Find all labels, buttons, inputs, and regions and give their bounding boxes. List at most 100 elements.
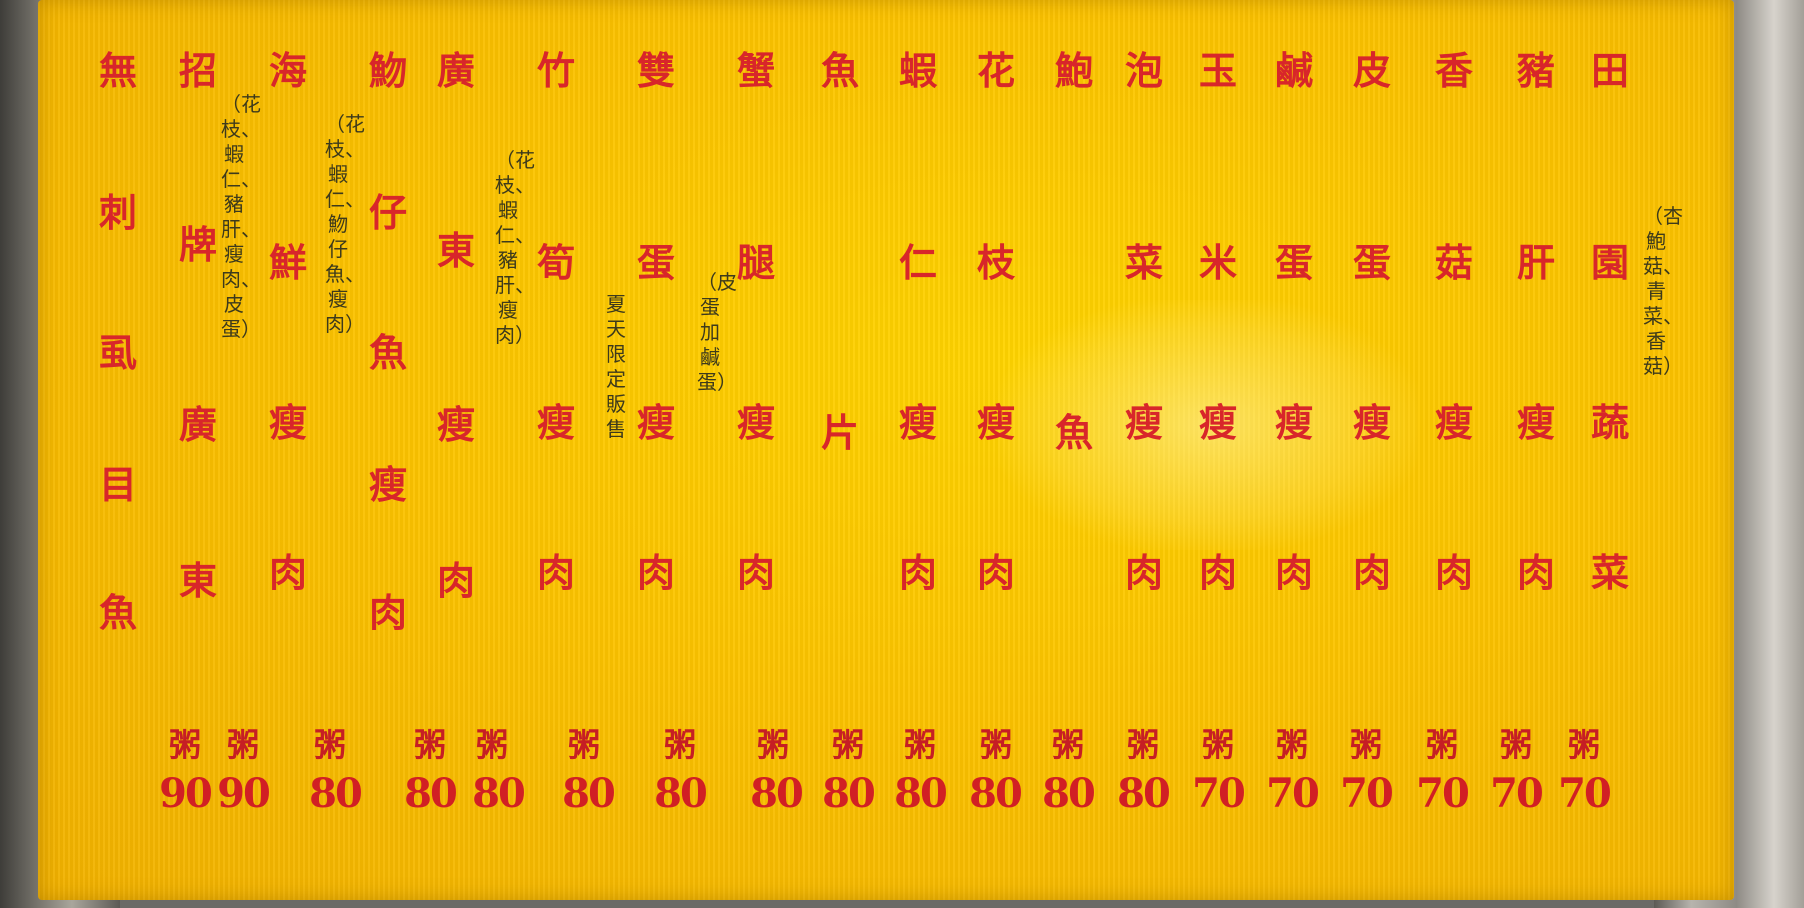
menu-item-congee: 粥 [1201, 726, 1234, 764]
menu-item-name-char: 刺 [98, 190, 137, 235]
menu-item-name-char: 肉 [898, 550, 937, 595]
menu-item-price: 90 [217, 770, 271, 817]
menu-item-name-char: 肉 [1124, 550, 1163, 595]
menu-item-name-char: 蔬 [1590, 400, 1629, 445]
menu-item-name-char: 瘦 [368, 462, 407, 507]
menu-item-congee: 粥 [226, 726, 259, 764]
menu-item-congee: 粥 [1275, 726, 1308, 764]
menu-item-name-char: 蟹 [736, 48, 775, 93]
menu-item-price: 80 [822, 770, 876, 817]
menu-item-name-char: 瘦 [976, 400, 1015, 445]
menu-item-name-char: 田 [1590, 48, 1629, 93]
menu-item-congee: 粥 [1051, 726, 1084, 764]
menu-item-name-char: 肉 [976, 550, 1015, 595]
menu-item-price: 80 [562, 770, 616, 817]
menu-board [38, 0, 1734, 900]
menu-item-name-char: 肉 [1352, 550, 1391, 595]
menu-item-price: 80 [750, 770, 804, 817]
menu-item-price: 70 [1416, 770, 1470, 817]
menu-item-name-char: 肉 [268, 550, 307, 595]
menu-item-note: （花枝、蝦仁、魩仔魚、瘦肉） [325, 112, 365, 336]
menu-item-name-char: 瘦 [436, 402, 475, 447]
menu-item-name-char: 肉 [368, 590, 407, 635]
menu-item-name-char: 花 [976, 48, 1015, 93]
menu-item-price: 80 [309, 770, 363, 817]
menu-item-congee: 粥 [1499, 726, 1532, 764]
menu-item-congee: 粥 [756, 726, 789, 764]
menu-item-price: 80 [894, 770, 948, 817]
menu-item-note: 夏天限定販售 [606, 292, 626, 441]
menu-item-name-char: 蝦 [898, 48, 937, 93]
menu-item-price: 70 [1558, 770, 1612, 817]
menu-item-name-char: 鹹 [1274, 48, 1313, 93]
menu-item-name-char: 菜 [1124, 240, 1163, 285]
menu-item-congee: 粥 [1425, 726, 1458, 764]
menu-item-name-char: 雙 [636, 48, 675, 93]
menu-item-name-char: 肉 [1198, 550, 1237, 595]
menu-item-price: 80 [404, 770, 458, 817]
menu-item-congee: 粥 [475, 726, 508, 764]
menu-item-name-char: 瘦 [736, 400, 775, 445]
menu-item-name-char: 米 [1198, 240, 1237, 285]
menu-item-name-char: 蛋 [1274, 240, 1313, 285]
menu-item-note: （花枝、蝦仁、豬肝、瘦肉） [495, 148, 535, 347]
menu-item-congee: 粥 [831, 726, 864, 764]
menu-item-name-char: 皮 [1352, 48, 1391, 93]
menu-item-name-char: 肝 [1516, 240, 1555, 285]
menu-item-name-char: 瘦 [268, 400, 307, 445]
menu-item-name-char: 肉 [1516, 550, 1555, 595]
menu-item-name-char: 蛋 [636, 240, 675, 285]
menu-item-name-char: 香 [1434, 48, 1473, 93]
menu-item-name-char: 肉 [736, 550, 775, 595]
menu-item-name-char: 豬 [1516, 48, 1555, 93]
menu-item-name-char: 瘦 [1124, 400, 1163, 445]
menu-item-note: （皮蛋加鹹蛋） [697, 270, 737, 394]
menu-item-name-char: 招 [178, 48, 217, 93]
menu-item-name-char: 園 [1590, 240, 1629, 285]
menu-item-name-char: 魚 [820, 48, 859, 93]
menu-item-note: （花枝、蝦仁、豬肝、瘦肉、皮蛋） [221, 92, 261, 341]
menu-item-name-char: 菜 [1590, 550, 1629, 595]
menu-item-name-char: 仁 [898, 240, 937, 285]
menu-item-name-char: 仔 [368, 190, 407, 235]
menu-item-name-char: 無 [98, 48, 137, 93]
menu-item-name-char: 瘦 [1198, 400, 1237, 445]
light-glare [998, 300, 1418, 550]
menu-item-name-char: 竹 [536, 48, 575, 93]
menu-item-name-char: 肉 [636, 550, 675, 595]
menu-item-congee: 粥 [979, 726, 1012, 764]
menu-item-price: 70 [1490, 770, 1544, 817]
menu-item-name-char: 廣 [436, 48, 475, 93]
menu-item-congee: 粥 [903, 726, 936, 764]
menu-item-name-char: 枝 [976, 240, 1015, 285]
menu-item-name-char: 瘦 [636, 400, 675, 445]
menu-item-price: 90 [159, 770, 213, 817]
menu-item-price: 70 [1192, 770, 1246, 817]
menu-item-name-char: 魚 [368, 330, 407, 375]
menu-item-name-char: 海 [268, 48, 307, 93]
menu-item-congee: 粥 [313, 726, 346, 764]
menu-item-name-char: 牌 [178, 222, 217, 267]
menu-item-name-char: 泡 [1124, 48, 1163, 93]
menu-item-name-char: 廣 [178, 402, 217, 447]
menu-item-name-char: 瘦 [1352, 400, 1391, 445]
menu-item-name-char: 肉 [436, 558, 475, 603]
menu-item-name-char: 片 [820, 410, 859, 455]
menu-item-price: 70 [1340, 770, 1394, 817]
menu-item-price: 80 [472, 770, 526, 817]
menu-item-name-char: 魚 [1054, 410, 1093, 455]
menu-item-name-char: 瘦 [1434, 400, 1473, 445]
menu-item-name-char: 瘦 [1516, 400, 1555, 445]
menu-item-price: 80 [654, 770, 708, 817]
menu-item-name-char: 魩 [368, 48, 407, 93]
menu-item-name-char: 鮑 [1054, 48, 1093, 93]
menu-item-congee: 粥 [1126, 726, 1159, 764]
menu-item-price: 80 [1117, 770, 1171, 817]
menu-item-name-char: 筍 [536, 240, 575, 285]
menu-item-congee: 粥 [413, 726, 446, 764]
menu-item-name-char: 肉 [1434, 550, 1473, 595]
menu-item-congee: 粥 [567, 726, 600, 764]
menu-item-price: 80 [969, 770, 1023, 817]
menu-item-name-char: 腿 [736, 240, 775, 285]
menu-item-name-char: 菇 [1434, 240, 1473, 285]
